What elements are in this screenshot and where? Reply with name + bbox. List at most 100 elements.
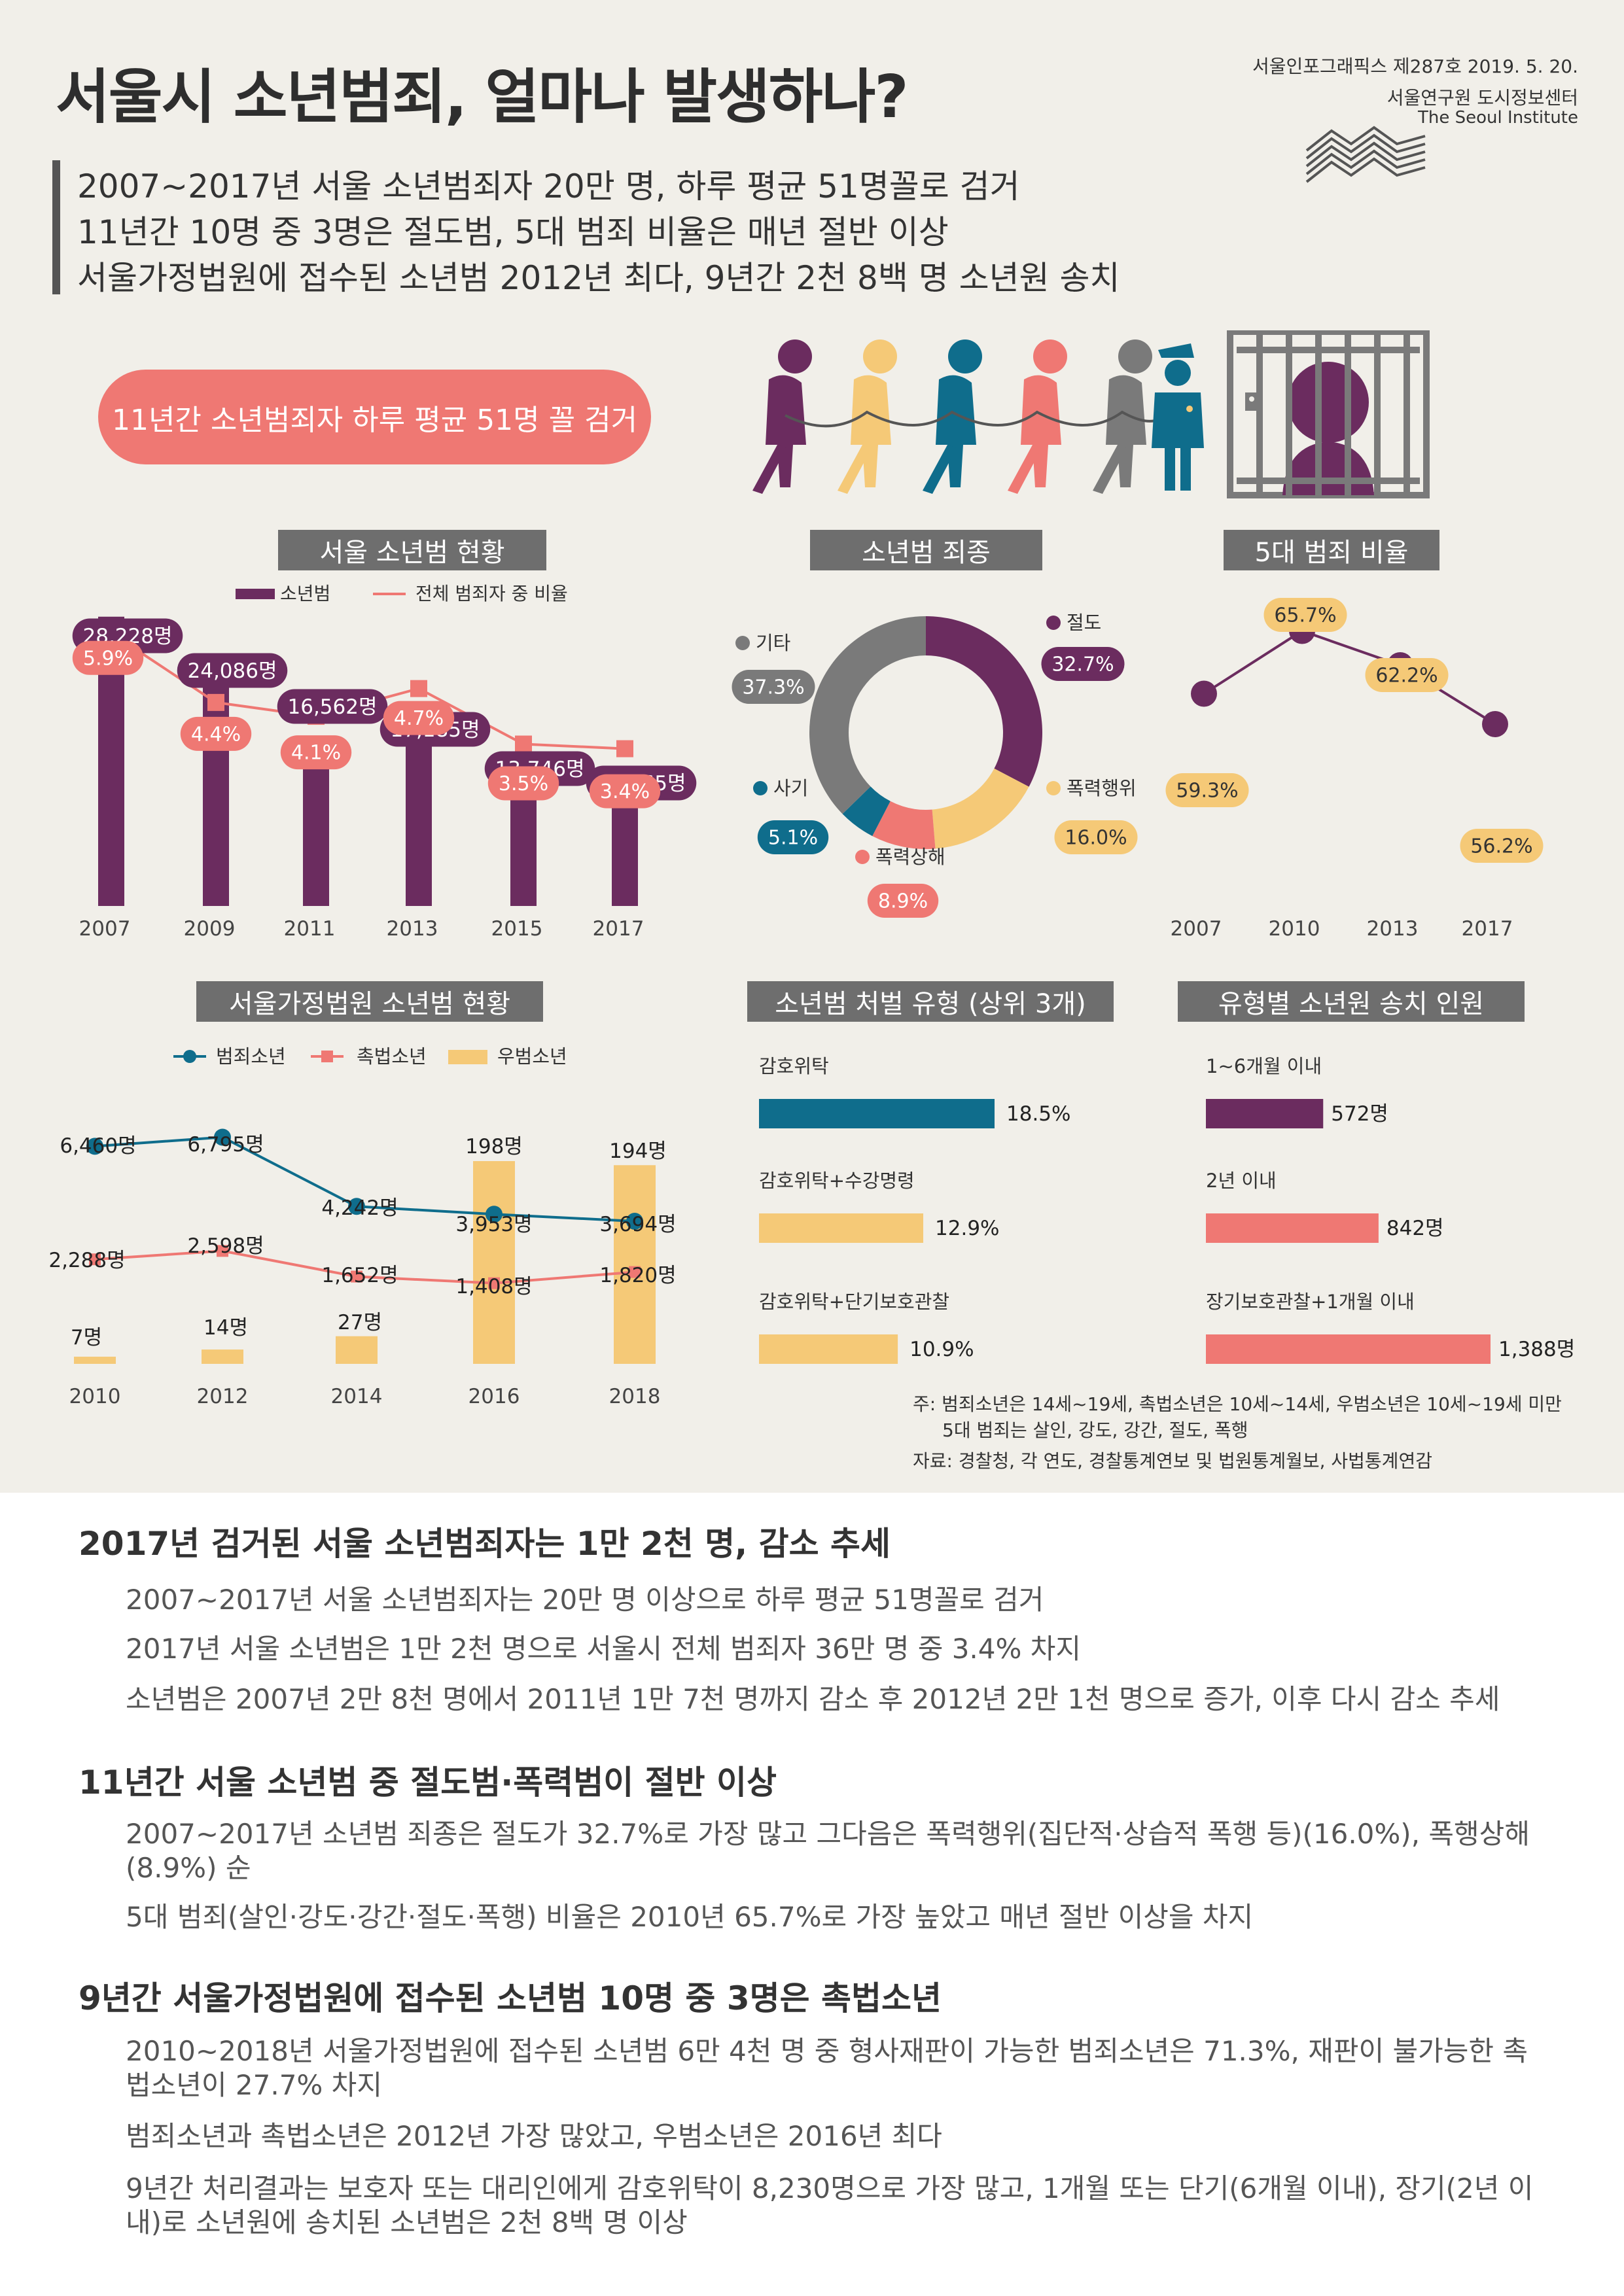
page-title: 서울시 소년범죄, 얼마나 발생하나? [56, 63, 909, 131]
label-slice-절도-bg [1041, 647, 1125, 681]
institute-name-en: The Seoul Institute [1418, 108, 1578, 128]
slice-폭력행위 [932, 768, 1029, 849]
label-five-crimes-2007-bg [1165, 773, 1249, 807]
legend-label-사기: 사기 [773, 777, 808, 799]
institute-name: 서울연구원 도시정보센터 [1386, 87, 1578, 109]
slice-기타 [809, 616, 926, 814]
bar-reform-2 [1206, 1334, 1491, 1364]
tick-x-five-2007: 2007 [1171, 917, 1222, 941]
bar-reform-1 [1206, 1213, 1379, 1243]
label-value-punish-2: 10.9% [909, 1338, 974, 1361]
point-crime-2012 [214, 1128, 231, 1146]
label-value-punish-1: 12.9% [935, 1217, 999, 1240]
label-rate-2009-bg [180, 716, 252, 751]
chart-title-five-crimes: 5대 범죄 비율 [1224, 530, 1439, 570]
bar-punish-1 [759, 1213, 924, 1243]
point-rate-2009 [207, 693, 224, 711]
issue-info: 서울인포그래픽스 제287호 2019. 5. 20. [1252, 56, 1578, 77]
label-five-crimes-2010: 65.7% [1274, 604, 1336, 627]
label-category-punish-0: 감호위탁 [759, 1055, 829, 1077]
label-five-crimes-2010-bg [1263, 598, 1347, 632]
point-five-crimes-2007 [1191, 680, 1217, 707]
legend-dot-crime [183, 1050, 196, 1063]
bar-pre-2010 [74, 1357, 116, 1364]
chart-title-crime-type: 소년범 죄종 [810, 530, 1042, 570]
offender-figure-1-icon [752, 339, 812, 494]
point-crime-2010 [86, 1138, 103, 1155]
slice-사기 [842, 786, 891, 837]
label-crime-2010: 6,460명 [60, 1134, 136, 1158]
point-rate-2015 [515, 735, 532, 753]
label-pre-2014: 27명 [338, 1311, 382, 1334]
label-rate-2013-bg [383, 701, 455, 735]
label-rate-2017: 3.4% [600, 780, 650, 803]
bar-punish-2 [759, 1334, 898, 1364]
chart-title-reformatory: 유형별 소년원 송치 인원 [1178, 981, 1525, 1022]
label-juvenile-2009-bg [177, 653, 288, 688]
label-rate-2011-bg [280, 735, 352, 770]
legend-label-pre: 우범소년 [497, 1045, 567, 1068]
label-rate-2009: 4.4% [191, 723, 241, 746]
jail-icon [1227, 330, 1430, 498]
point-crime-2016 [485, 1206, 503, 1223]
legend-swatch-pre [448, 1050, 487, 1064]
offender-figure-3-icon [923, 339, 982, 494]
label-category-punish-2: 감호위탁+단기보호관찰 [759, 1291, 949, 1313]
chain-icon [785, 410, 1166, 428]
summary-line-1: 2007~2017년 서울 소년범죄자 20만 명, 하루 평균 51명꼴로 검… [77, 167, 1020, 205]
chart-title-punishment: 소년범 처벌 유형 (상위 3개) [747, 981, 1114, 1022]
tick-x-2017: 2017 [593, 917, 644, 941]
label-rate-2013: 4.7% [394, 707, 444, 730]
label-rate-2011: 4.1% [291, 742, 341, 765]
label-category-reform-0: 1~6개월 이내 [1206, 1055, 1322, 1077]
section-heading-3: 9년간 서울가정법원에 접수된 소년범 10명 중 3명은 촉법소년 [79, 1979, 942, 2017]
legend-dot-기타 [735, 636, 750, 650]
chart-title-family-court: 서울가정법원 소년범 현황 [196, 981, 543, 1022]
bar-pre-2014 [336, 1336, 378, 1364]
tick-x-five-2017: 2017 [1462, 917, 1513, 941]
offender-figure-2-icon [838, 339, 897, 494]
label-slice-폭력행위-bg [1054, 820, 1138, 854]
legend-label-rate: 전체 범죄자 중 비율 [415, 583, 568, 604]
label-pre-2018: 194명 [609, 1139, 667, 1163]
legend-label-폭력행위: 폭력행위 [1067, 777, 1137, 799]
label-slice-기타: 37.3% [742, 676, 804, 699]
label-rate-2015-bg [487, 766, 559, 801]
tick-x-2007: 2007 [79, 917, 131, 941]
legend-swatch-juvenile [236, 589, 275, 599]
label-pre-2012: 14명 [203, 1316, 248, 1340]
bar-pre-2012 [202, 1349, 243, 1364]
police-officer-icon [1152, 343, 1204, 491]
label-law-2018: 1,820명 [599, 1264, 676, 1287]
label-law-2010: 2,288명 [48, 1249, 125, 1272]
bar-juvenile-2013 [406, 729, 432, 906]
point-law-2016 [488, 1277, 500, 1289]
tick-x-court-2010: 2010 [69, 1385, 121, 1408]
section-2-paragraph-2: 5대 범죄(살인·강도·강간·절도·폭행) 비율은 2010년 65.7%로 가… [126, 1901, 1254, 1933]
label-juvenile-2011: 16,562명 [288, 695, 378, 719]
label-rate-2015: 3.5% [499, 773, 548, 795]
offender-figure-5-icon [1093, 339, 1152, 494]
section-1-paragraph-2: 2017년 서울 소년범은 1만 2천 명으로 서울시 전체 범죄자 36만 명… [126, 1633, 1082, 1665]
label-value-reform-2: 1,388명 [1498, 1338, 1575, 1361]
label-category-punish-1: 감호위탁+수강명령 [759, 1170, 915, 1192]
legend-dot-절도 [1046, 616, 1061, 630]
tick-x-five-2013: 2013 [1367, 917, 1419, 941]
label-slice-폭력행위: 16.0% [1065, 827, 1127, 850]
tick-x-2013: 2013 [387, 917, 438, 941]
label-slice-기타-bg [732, 670, 815, 704]
point-crime-2014 [348, 1198, 365, 1215]
label-rate-2007: 5.9% [83, 647, 133, 670]
legend-dot-폭력상해 [855, 850, 870, 864]
legend-dot-폭력행위 [1046, 781, 1061, 795]
label-five-crimes-2013-bg [1365, 658, 1449, 692]
label-rate-2017-bg [589, 774, 661, 809]
label-value-punish-0: 18.5% [1006, 1102, 1070, 1126]
label-slice-사기: 5.1% [768, 827, 818, 850]
tick-x-court-2018: 2018 [609, 1385, 661, 1408]
label-slice-폭력상해: 8.9% [878, 890, 928, 913]
seoul-institute-logo [1305, 126, 1426, 183]
section-3-paragraph-1: 2010~2018년 서울가정법원에 접수된 소년범 6만 4천 명 중 형사재… [126, 2035, 1528, 2101]
label-crime-2016: 3,953명 [455, 1213, 532, 1236]
